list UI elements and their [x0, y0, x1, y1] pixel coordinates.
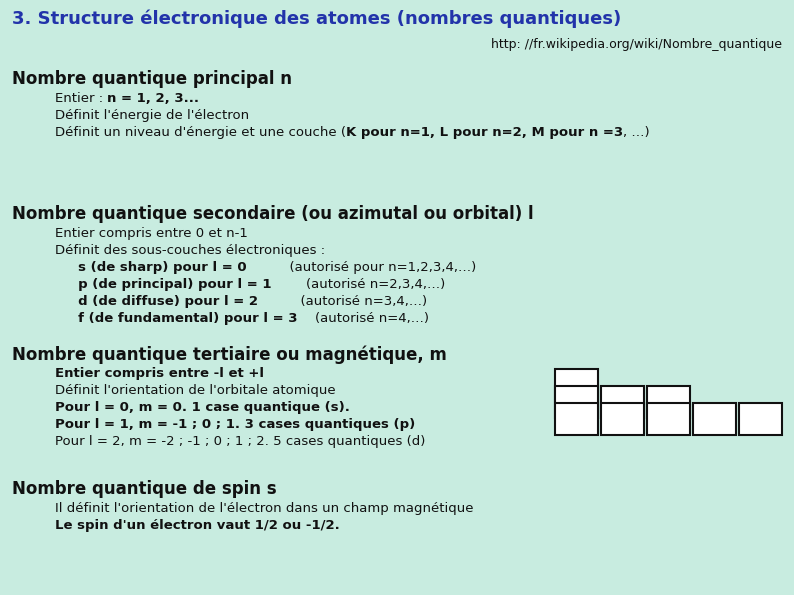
Text: Entier :: Entier :	[55, 92, 107, 105]
Text: Définit des sous-couches électroniques :: Définit des sous-couches électroniques :	[55, 244, 325, 257]
Text: Pour l = 2, m = -2 ; -1 ; 0 ; 1 ; 2. 5 cases quantiques (d): Pour l = 2, m = -2 ; -1 ; 0 ; 1 ; 2. 5 c…	[55, 435, 426, 448]
Bar	[739, 403, 782, 435]
Text: 3. Structure électronique des atomes (nombres quantiques): 3. Structure électronique des atomes (no…	[12, 10, 621, 29]
Bar	[601, 386, 644, 418]
Bar	[601, 403, 644, 435]
Text: n = 1, 2, 3...: n = 1, 2, 3...	[107, 92, 199, 105]
Text: Entier compris entre -l et +l: Entier compris entre -l et +l	[55, 367, 264, 380]
Text: Le spin d'un électron vaut 1/2 ou -1/2.: Le spin d'un électron vaut 1/2 ou -1/2.	[55, 519, 340, 532]
Text: (autorisé n=3,4,…): (autorisé n=3,4,…)	[258, 295, 427, 308]
Text: Définit un niveau d'énergie et une couche (: Définit un niveau d'énergie et une couch…	[55, 126, 346, 139]
Bar	[555, 369, 598, 401]
Text: Pour l = 0, m = 0. 1 case quantique (s).: Pour l = 0, m = 0. 1 case quantique (s).	[55, 401, 350, 414]
Text: d (de diffuse) pour l = 2: d (de diffuse) pour l = 2	[55, 295, 258, 308]
Bar	[647, 386, 690, 418]
Text: Nombre quantique principal n: Nombre quantique principal n	[12, 70, 292, 88]
Text: p (de principal) pour l = 1: p (de principal) pour l = 1	[55, 278, 272, 291]
Text: Pour l = 1, m = -1 ; 0 ; 1. 3 cases quantiques (p): Pour l = 1, m = -1 ; 0 ; 1. 3 cases quan…	[55, 418, 415, 431]
Text: Il définit l'orientation de l'électron dans un champ magnétique: Il définit l'orientation de l'électron d…	[55, 502, 473, 515]
Text: , …): , …)	[623, 126, 649, 139]
Text: (autorisé n=4,…): (autorisé n=4,…)	[298, 312, 429, 325]
Text: (autorisé n=2,3,4,…): (autorisé n=2,3,4,…)	[272, 278, 445, 291]
Text: Entier compris entre 0 et n-1: Entier compris entre 0 et n-1	[55, 227, 248, 240]
Text: Nombre quantique tertiaire ou magnétique, m: Nombre quantique tertiaire ou magnétique…	[12, 345, 447, 364]
Text: (autorisé pour n=1,2,3,4,…): (autorisé pour n=1,2,3,4,…)	[247, 261, 476, 274]
Text: f (de fundamental) pour l = 3: f (de fundamental) pour l = 3	[55, 312, 298, 325]
Text: Nombre quantique de spin s: Nombre quantique de spin s	[12, 480, 276, 498]
Text: Définit l'orientation de l'orbitale atomique: Définit l'orientation de l'orbitale atom…	[55, 384, 336, 397]
Bar	[555, 386, 598, 418]
Text: Définit l'énergie de l'électron: Définit l'énergie de l'électron	[55, 109, 249, 122]
Bar	[647, 403, 690, 435]
Text: K pour n=1, L pour n=2, M pour n =3: K pour n=1, L pour n=2, M pour n =3	[346, 126, 623, 139]
Text: Nombre quantique secondaire (ou azimutal ou orbital) l: Nombre quantique secondaire (ou azimutal…	[12, 205, 534, 223]
Bar	[693, 403, 736, 435]
Text: s (de sharp) pour l = 0: s (de sharp) pour l = 0	[55, 261, 247, 274]
Bar	[555, 403, 598, 435]
Text: http: //fr.wikipedia.org/wiki/Nombre_quantique: http: //fr.wikipedia.org/wiki/Nombre_qua…	[491, 38, 782, 51]
